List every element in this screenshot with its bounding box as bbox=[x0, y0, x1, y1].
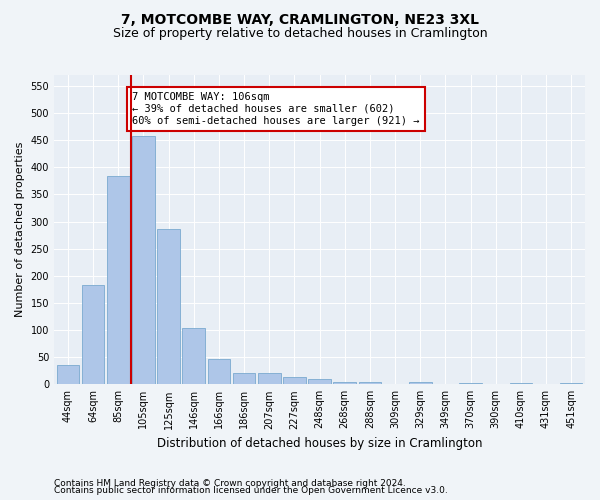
Bar bbox=[56, 366, 79, 384]
Bar bbox=[359, 382, 381, 384]
Text: 7 MOTCOMBE WAY: 106sqm
← 39% of detached houses are smaller (602)
60% of semi-de: 7 MOTCOMBE WAY: 106sqm ← 39% of detached… bbox=[132, 92, 419, 126]
Bar bbox=[182, 328, 205, 384]
Bar bbox=[334, 382, 356, 384]
X-axis label: Distribution of detached houses by size in Cramlington: Distribution of detached houses by size … bbox=[157, 437, 482, 450]
Bar bbox=[308, 380, 331, 384]
Y-axis label: Number of detached properties: Number of detached properties bbox=[15, 142, 25, 318]
Bar bbox=[409, 382, 431, 384]
Bar bbox=[107, 176, 130, 384]
Bar bbox=[132, 136, 155, 384]
Bar bbox=[283, 376, 305, 384]
Bar bbox=[459, 382, 482, 384]
Text: Contains public sector information licensed under the Open Government Licence v3: Contains public sector information licen… bbox=[54, 486, 448, 495]
Bar bbox=[233, 374, 256, 384]
Text: Contains HM Land Registry data © Crown copyright and database right 2024.: Contains HM Land Registry data © Crown c… bbox=[54, 478, 406, 488]
Text: 7, MOTCOMBE WAY, CRAMLINGTON, NE23 3XL: 7, MOTCOMBE WAY, CRAMLINGTON, NE23 3XL bbox=[121, 12, 479, 26]
Text: Size of property relative to detached houses in Cramlington: Size of property relative to detached ho… bbox=[113, 28, 487, 40]
Bar bbox=[208, 359, 230, 384]
Bar bbox=[509, 382, 532, 384]
Bar bbox=[82, 285, 104, 384]
Bar bbox=[258, 374, 281, 384]
Bar bbox=[157, 228, 180, 384]
Bar bbox=[560, 382, 583, 384]
